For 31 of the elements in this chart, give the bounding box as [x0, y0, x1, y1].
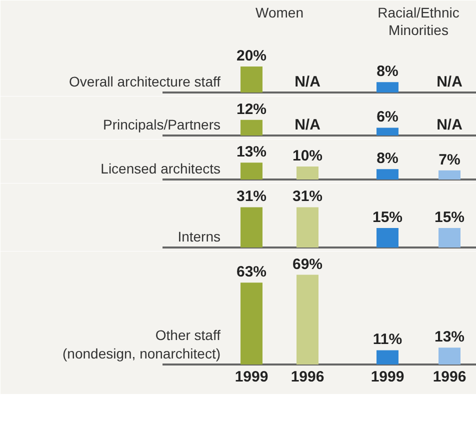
text: Overall architecture staff [69, 74, 221, 90]
data-label: 13% [434, 328, 465, 346]
data-label: 6% [376, 108, 398, 126]
x-tick-label: 1996 [432, 368, 466, 386]
chart-title: Principals/Partners [103, 116, 221, 132]
data-label: 63% [236, 264, 267, 281]
x-tick-label: 1999 [234, 368, 268, 386]
text: N/A [436, 74, 462, 90]
data-label: 11% [372, 331, 402, 348]
data-label: 69% [292, 256, 323, 273]
x-tick-label: 1999 [370, 368, 404, 386]
chart-title: Licensed architects [100, 160, 221, 176]
text: Racial/Ethnic Minorities [378, 4, 460, 38]
data-label: 13% [236, 144, 267, 161]
data-label: 15% [434, 209, 465, 226]
text: Other staff (nondesign, nonarchitect) [62, 327, 221, 362]
data-label: 20% [236, 48, 267, 64]
data-label: 12% [236, 100, 267, 118]
text: N/A [294, 116, 320, 134]
data-label: 31% [236, 188, 267, 206]
data-label: 31% [292, 188, 323, 206]
data-label: 10% [292, 148, 323, 164]
text: Women [256, 4, 304, 20]
text: Interns [178, 228, 221, 244]
data-label: 8% [376, 63, 398, 80]
data-label: 7% [438, 151, 460, 168]
x-tick-label: 1996 [290, 368, 324, 386]
text: N/A [436, 116, 462, 134]
data-label: 8% [376, 150, 398, 168]
text: N/A [294, 74, 320, 90]
data-label: 15% [372, 209, 403, 226]
